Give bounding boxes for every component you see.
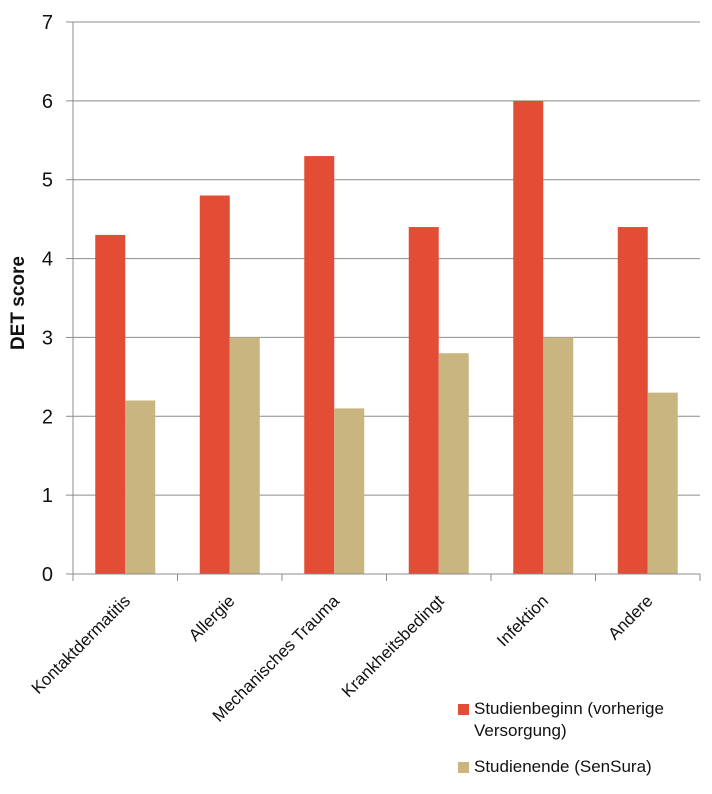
x-tick-label: Krankheitsbedingt bbox=[338, 591, 448, 701]
bar-series-2 bbox=[125, 400, 156, 574]
bar-series-1 bbox=[617, 227, 648, 574]
y-tick-label: 2 bbox=[42, 406, 53, 428]
legend-item-series-1: Studienbeginn (vorherige Versorgung) bbox=[458, 698, 712, 742]
legend-label-line-1: Studienbeginn (vorherige bbox=[474, 699, 664, 718]
legend-label-series-1: Studienbeginn (vorherige Versorgung) bbox=[474, 698, 712, 742]
bars bbox=[95, 100, 678, 575]
y-axis-title: DET score bbox=[8, 256, 29, 350]
bar-series-2 bbox=[229, 337, 260, 574]
y-tick-label: 6 bbox=[42, 91, 53, 113]
y-tick-label: 7 bbox=[42, 12, 53, 34]
y-tick-label: 3 bbox=[42, 327, 53, 349]
legend-label-series-2: Studienende (SenSura) bbox=[474, 756, 712, 778]
legend-swatch-series-1 bbox=[458, 704, 469, 715]
y-tick-label: 0 bbox=[42, 564, 53, 586]
x-tick-label: Andere bbox=[604, 591, 656, 643]
legend-swatch-series-2 bbox=[458, 762, 469, 773]
bar-series-2 bbox=[647, 392, 678, 574]
axes bbox=[66, 21, 701, 581]
bar-series-1 bbox=[304, 156, 335, 575]
legend-label-line-1: Studienende (SenSura) bbox=[474, 757, 652, 776]
x-tick-label: Infektion bbox=[493, 591, 552, 650]
bar-series-2 bbox=[334, 408, 365, 574]
x-tick-label: Allergie bbox=[185, 591, 239, 645]
y-tick-label: 1 bbox=[42, 485, 53, 507]
bar-series-1 bbox=[95, 234, 126, 574]
legend: Studienbeginn (vorherige Versorgung) Stu… bbox=[458, 698, 712, 778]
legend-item-series-2: Studienende (SenSura) bbox=[458, 756, 712, 778]
bar-series-1 bbox=[408, 227, 439, 574]
gridlines bbox=[73, 21, 700, 496]
bar-series-1 bbox=[513, 100, 544, 574]
y-tick-label: 4 bbox=[42, 249, 53, 271]
bar-series-2 bbox=[438, 353, 469, 574]
bar-series-1 bbox=[199, 195, 230, 574]
x-tick-label: Kontaktdermatitis bbox=[28, 591, 134, 697]
y-tick-label: 5 bbox=[42, 170, 53, 192]
bar-series-2 bbox=[543, 337, 574, 574]
legend-label-line-2: Versorgung) bbox=[474, 721, 567, 740]
